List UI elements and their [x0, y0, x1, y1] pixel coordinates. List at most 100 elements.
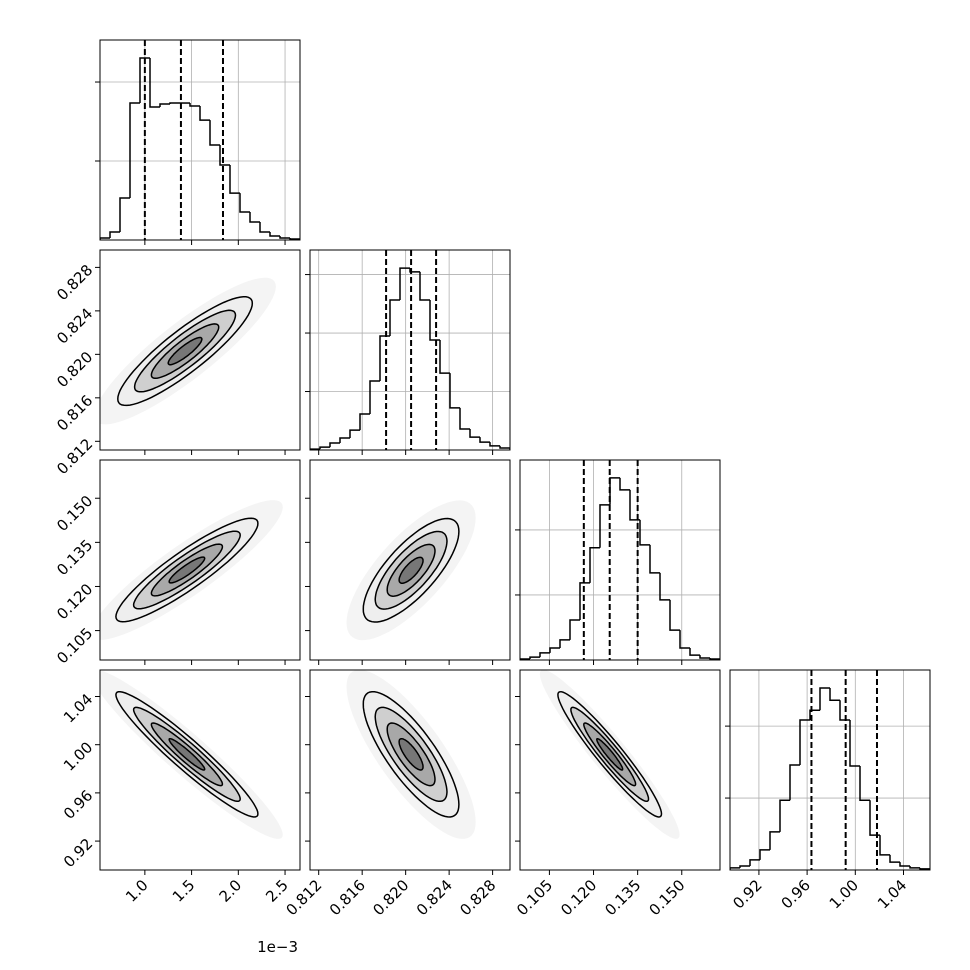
x-tick-label: 0.820 — [369, 876, 412, 919]
histogram-bin — [769, 831, 780, 850]
panel-frame — [309, 669, 511, 871]
y-tick-label: 1.04 — [60, 690, 96, 726]
histogram-bin — [669, 599, 680, 631]
histogram-bin — [799, 719, 810, 765]
panel-frame — [729, 669, 931, 871]
panel-body — [100, 670, 283, 839]
histogram-bin — [249, 212, 260, 223]
x-tick-label: 0.96 — [778, 876, 814, 912]
panel-body — [100, 40, 300, 240]
panel-frame — [309, 249, 511, 451]
panel-frame — [519, 459, 721, 661]
panel: 0.92 0.96 1.00 1.04 — [725, 669, 931, 912]
histogram-bin — [539, 652, 550, 658]
x-tick-label: 1.04 — [874, 876, 910, 912]
histogram-bin — [219, 145, 230, 166]
histogram-bin — [310, 448, 320, 450]
histogram-bin — [139, 57, 150, 104]
histogram-bin — [579, 582, 590, 620]
y-tick-label: 0.816 — [53, 391, 96, 434]
histogram-bin — [679, 630, 690, 649]
x-tick-label: 0.120 — [557, 876, 600, 919]
histogram-bin — [699, 655, 710, 659]
histogram-bin — [449, 373, 460, 409]
y-tick-label: 0.150 — [53, 492, 96, 535]
histogram-bin — [839, 700, 850, 721]
panel-frame — [99, 39, 301, 241]
histogram-bin — [119, 197, 130, 232]
panel-frame — [99, 249, 301, 451]
panel-body — [520, 460, 720, 660]
histogram-bin — [189, 103, 200, 107]
panel-body — [100, 500, 283, 640]
panel-body — [730, 670, 930, 870]
y-tick-label: 0.824 — [53, 305, 96, 348]
histogram-bin — [349, 429, 360, 439]
histogram-bin — [369, 380, 380, 415]
histogram-bin — [229, 164, 240, 194]
histogram-bin — [399, 267, 410, 300]
y-tick-label: 1.00 — [60, 738, 96, 774]
histogram-bin — [709, 658, 720, 660]
histogram-bin — [529, 656, 540, 660]
x-tick-label: 0.824 — [413, 876, 456, 919]
histogram-bin — [129, 102, 140, 198]
x-tick-label: 1.0 — [122, 876, 152, 906]
histogram-bin — [569, 619, 580, 640]
histogram-bin — [329, 442, 340, 448]
histogram-bin — [819, 687, 830, 711]
histogram-bin — [639, 519, 650, 546]
histogram-bin — [899, 862, 910, 867]
x-tick-label: 0.92 — [729, 876, 765, 912]
histogram-bin — [919, 867, 930, 870]
panel-body — [346, 670, 476, 839]
panel-frame — [99, 459, 301, 661]
histogram-bin — [619, 477, 630, 491]
y-tick-label: 0.96 — [60, 787, 96, 823]
x-tick-label: 0.105 — [513, 876, 556, 919]
x-tick-label: 0.812 — [282, 876, 325, 919]
x-tick-label: 0.150 — [645, 876, 688, 919]
panel-body — [310, 250, 510, 450]
histogram-bin — [739, 865, 750, 868]
contour — [398, 556, 424, 584]
x-tick-label: 1.00 — [826, 876, 862, 912]
panel-frame — [99, 669, 301, 871]
panel — [95, 39, 301, 245]
histogram-bin — [520, 658, 530, 660]
histogram-bin — [199, 106, 210, 121]
x-tick-label: 1.5 — [169, 876, 199, 906]
histogram-bin — [159, 103, 170, 107]
y-tick-label: 0.92 — [60, 835, 96, 871]
panel-frame — [519, 669, 721, 871]
panel-body — [539, 670, 680, 839]
y-tick-label: 0.135 — [53, 536, 96, 579]
histogram-bin — [759, 849, 770, 860]
histogram-bin — [869, 800, 880, 836]
histogram-bin — [809, 709, 820, 720]
panel-body — [100, 277, 276, 425]
histogram-bin — [289, 237, 300, 240]
histogram-bin — [379, 335, 390, 381]
histogram-bin — [859, 766, 870, 801]
histogram-bin — [419, 271, 430, 301]
histogram-bin — [879, 835, 890, 856]
histogram-bin — [609, 477, 620, 505]
panel-frame — [309, 459, 511, 661]
histogram-bin — [730, 867, 740, 870]
histogram-bin — [829, 687, 840, 701]
panel-body — [346, 500, 476, 641]
histogram-bin — [499, 445, 510, 450]
histogram-bin — [909, 866, 920, 869]
histogram-bin — [279, 236, 290, 239]
histogram-bin — [649, 544, 660, 574]
histogram-bin — [439, 340, 450, 374]
histogram-bin — [429, 300, 440, 341]
y-tick-label: 0.105 — [53, 624, 96, 667]
histogram-bin — [389, 299, 400, 336]
